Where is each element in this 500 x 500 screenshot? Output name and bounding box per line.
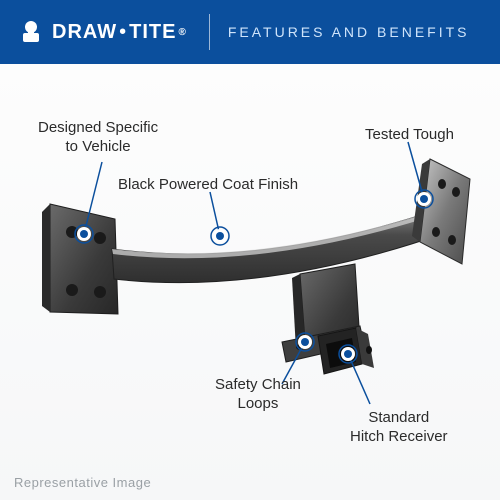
annotation-a5: StandardHitch Receiver: [350, 409, 448, 447]
annotation-a3: Tested Tough: [365, 126, 454, 145]
brand-text-suffix: TITE: [129, 21, 176, 44]
representative-image-label: Representative Image: [14, 475, 151, 490]
annotation-a1: Designed Specificto Vehicle: [38, 119, 158, 157]
header-divider: [209, 14, 210, 50]
header-subtitle: FEATURES AND BENEFITS: [228, 24, 470, 40]
registered-mark: ®: [178, 27, 186, 38]
annotation-a2: Black Powered Coat Finish: [118, 176, 298, 195]
annotation-a4: Safety ChainLoops: [215, 376, 301, 414]
brand-text-dot: •: [117, 21, 129, 44]
brand-logo: DRAW • TITE ®: [16, 17, 187, 47]
diagram-canvas: Designed Specificto Vehicle Black Powered…: [0, 64, 500, 500]
brand-text-prefix: DRAW: [52, 21, 117, 44]
hitch-ball-icon: [16, 17, 46, 47]
header: DRAW • TITE ® FEATURES AND BENEFITS: [0, 0, 500, 64]
